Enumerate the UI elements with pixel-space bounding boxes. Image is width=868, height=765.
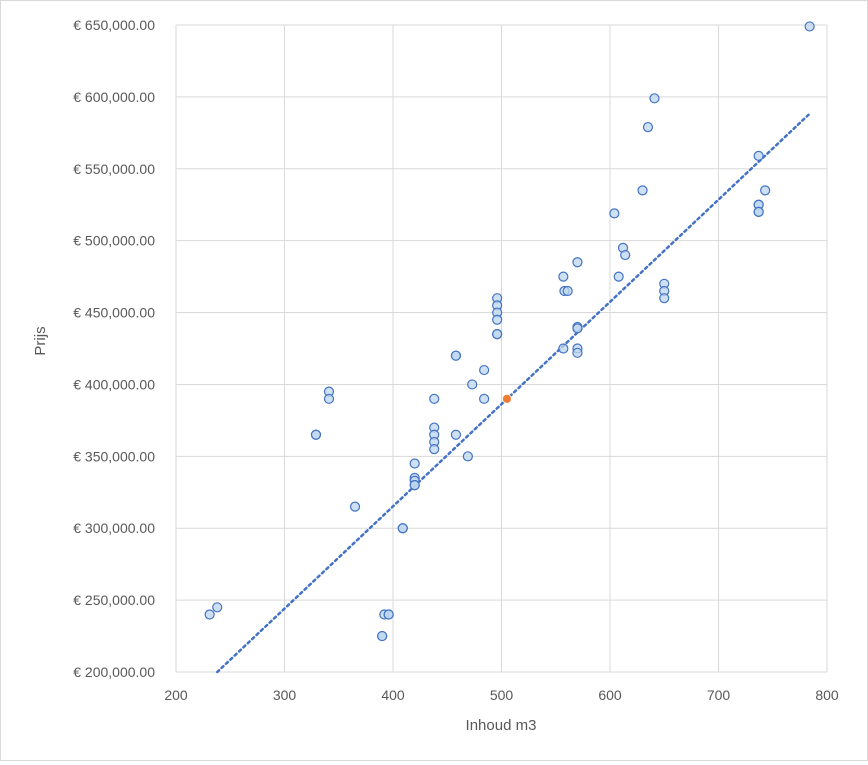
scatter-point <box>659 293 670 304</box>
y-tick-label: € 200,000.00 <box>73 664 155 680</box>
scatter-point <box>429 393 440 404</box>
x-axis-title: Inhoud m3 <box>466 717 537 734</box>
scatter-point <box>753 206 764 218</box>
scatter-point <box>409 479 420 491</box>
scatter-point <box>479 393 490 404</box>
y-tick-label: € 550,000.00 <box>73 161 155 177</box>
y-tick-label: € 650,000.00 <box>73 17 155 33</box>
scatter-point <box>383 609 394 620</box>
scatter-point <box>649 93 660 104</box>
scatter-point <box>397 523 408 534</box>
y-tick-label: € 500,000.00 <box>73 233 155 249</box>
scatter-point <box>572 347 583 358</box>
scatter-point <box>609 208 620 219</box>
scatter-point <box>562 285 573 297</box>
scatter-point <box>613 271 624 282</box>
scatter-point <box>492 314 503 325</box>
x-tick-label: 600 <box>598 687 622 703</box>
x-tick-label: 200 <box>164 687 188 703</box>
scatter-point <box>450 429 462 440</box>
y-tick-label: € 300,000.00 <box>73 520 155 536</box>
x-tick-label: 400 <box>381 687 405 703</box>
scatter-point <box>620 249 631 261</box>
x-tick-label: 300 <box>273 687 297 703</box>
scatter-point <box>760 185 771 196</box>
scatter-point <box>212 602 223 613</box>
highlight-point <box>502 393 512 404</box>
y-tick-label: € 250,000.00 <box>73 592 155 608</box>
scatter-point <box>637 185 648 196</box>
scatter-point <box>492 329 503 340</box>
grid-lines <box>175 24 828 673</box>
scatter-point <box>467 379 478 390</box>
scatter-point <box>572 257 583 268</box>
scatter-point <box>558 343 569 354</box>
x-tick-label: 800 <box>815 687 839 703</box>
scatter-point <box>558 271 569 282</box>
scatter-point <box>753 150 764 161</box>
scatter-point <box>462 451 473 462</box>
trendline <box>215 111 812 674</box>
y-axis-title: Prijs <box>32 326 49 355</box>
scatter-point <box>204 609 215 620</box>
data-points <box>204 21 815 642</box>
scatter-point <box>450 350 462 361</box>
tick-labels: € 200,000.00 € 250,000.00 € 300,000.00 € 35… <box>73 17 839 703</box>
scatter-point <box>804 21 815 32</box>
scatter-point <box>377 630 388 642</box>
scatter-point <box>409 458 420 469</box>
y-tick-label: € 400,000.00 <box>73 376 155 392</box>
scatter-point <box>429 444 440 455</box>
scatter-point <box>349 501 361 512</box>
x-tick-label: 700 <box>707 687 731 703</box>
scatter-point <box>479 364 490 376</box>
scatter-point <box>310 429 322 440</box>
y-tick-label: € 350,000.00 <box>73 448 155 464</box>
x-tick-label: 500 <box>490 687 514 703</box>
scatter-point <box>572 323 583 334</box>
scatter-point <box>323 393 335 404</box>
y-tick-label: € 600,000.00 <box>73 89 155 105</box>
trendline-group <box>215 111 812 674</box>
y-tick-label: € 450,000.00 <box>73 305 155 321</box>
scatter-point <box>642 121 654 133</box>
